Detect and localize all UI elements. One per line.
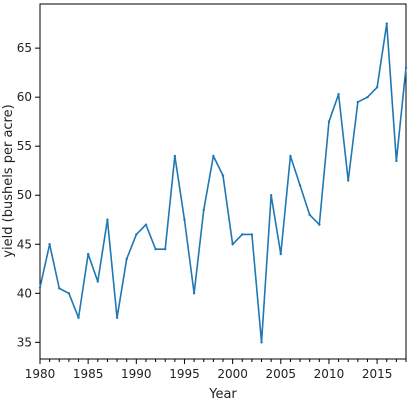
- data-point: [183, 218, 186, 221]
- data-point: [212, 154, 215, 158]
- x-tick-label: 2000: [217, 367, 248, 381]
- x-tick-label: 1980: [25, 367, 56, 381]
- data-point: [106, 218, 109, 221]
- y-axis: 35 40 45 50 55 60 65: [17, 41, 40, 349]
- data-point: [347, 179, 350, 182]
- x-axis: 1980 1985 1990 1995 2000 2005 2010 2015: [25, 359, 407, 381]
- data-point: [67, 292, 71, 295]
- data-point: [250, 233, 254, 236]
- data-point: [308, 213, 311, 217]
- data-point: [86, 252, 90, 256]
- data-point: [298, 184, 302, 187]
- data-point: [38, 286, 42, 289]
- data-point: [385, 22, 388, 25]
- y-axis-title: yield (bushels per acre): [1, 104, 16, 257]
- x-tick-label: 2005: [266, 367, 297, 381]
- data-point: [115, 316, 119, 320]
- data-point: [202, 208, 205, 212]
- data-point: [289, 154, 292, 158]
- y-tick-label: 35: [17, 335, 32, 349]
- data-point: [279, 252, 282, 256]
- data-point: [135, 233, 138, 236]
- data-point: [375, 86, 379, 89]
- data-point: [241, 233, 244, 236]
- y-tick-label: 55: [17, 139, 32, 153]
- data-point: [144, 223, 148, 226]
- data-point: [327, 120, 331, 123]
- series-points: [38, 22, 408, 344]
- x-tick-label: 1995: [169, 367, 200, 381]
- data-point: [173, 154, 177, 158]
- data-point: [125, 257, 128, 261]
- data-point: [48, 243, 51, 246]
- y-tick-label: 50: [17, 188, 32, 202]
- data-point: [77, 316, 80, 320]
- y-tick-label: 60: [17, 90, 32, 104]
- y-tick-label: 40: [17, 286, 32, 300]
- x-tick-label: 1990: [121, 367, 152, 381]
- data-point: [96, 280, 99, 283]
- data-point: [260, 341, 263, 344]
- data-point: [356, 100, 360, 104]
- x-axis-title: Year: [208, 387, 237, 402]
- y-tick-label: 65: [17, 41, 32, 55]
- data-point: [337, 93, 340, 96]
- data-point: [366, 95, 369, 99]
- plot-area: [39, 3, 407, 360]
- data-point: [404, 66, 408, 69]
- data-point: [164, 247, 167, 251]
- y-tick-label: 45: [17, 237, 32, 251]
- data-point: [58, 287, 61, 290]
- data-point: [231, 243, 234, 246]
- data-point: [395, 159, 398, 163]
- x-tick-label: 2015: [362, 367, 393, 381]
- data-point: [154, 247, 157, 251]
- data-point: [192, 292, 196, 295]
- data-point: [269, 194, 273, 197]
- x-tick-label: 1985: [73, 367, 104, 381]
- data-point: [221, 174, 225, 177]
- x-tick-label: 2010: [314, 367, 345, 381]
- data-point: [318, 223, 321, 226]
